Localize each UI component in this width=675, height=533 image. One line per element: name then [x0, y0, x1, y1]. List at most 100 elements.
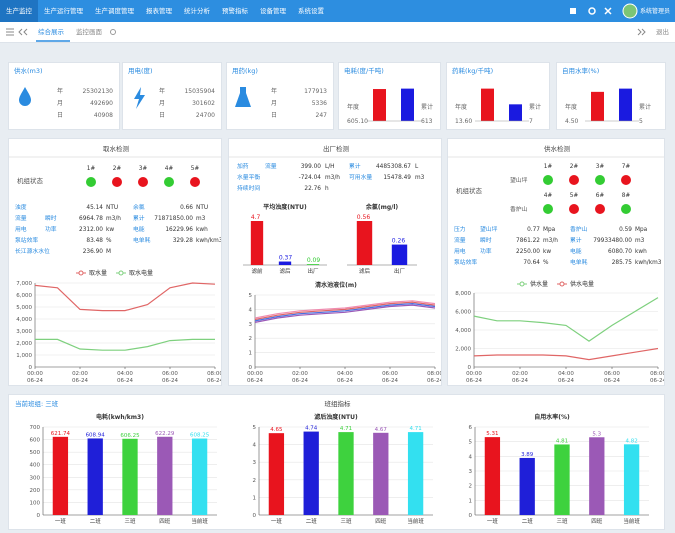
data-label: 0.56	[357, 214, 371, 221]
y-tick-label: 300	[30, 475, 41, 481]
bar	[519, 457, 535, 515]
x-tick-label: 06-24	[558, 378, 574, 384]
data-label: 4.67	[375, 427, 388, 433]
row-label: 年	[159, 87, 165, 95]
ratio-label: 年度	[347, 103, 359, 111]
ratio-label: 累计	[421, 103, 433, 111]
tab[interactable]: 综合展示	[38, 27, 65, 36]
tab[interactable]: 监控画面	[76, 27, 103, 36]
nav-item[interactable]: 预警指标	[222, 7, 248, 15]
field-v: 0.77	[527, 227, 540, 233]
row-label: 月	[271, 100, 277, 107]
field-s: 功率	[480, 247, 492, 255]
field-l2: 电能	[133, 225, 145, 233]
data-label: 4.81	[556, 438, 568, 444]
field-u: M	[106, 249, 111, 255]
field-v2: 15478.49	[383, 175, 411, 181]
line-chart: 01234500:0006-2402:0006-2404:0006-2406:0…	[247, 293, 443, 384]
x-tick-label: 三班	[556, 517, 568, 525]
prev-icon[interactable]	[18, 28, 28, 36]
row-value: 247	[316, 112, 328, 119]
x-tick-label: 二班	[522, 517, 534, 525]
unit-name: 4#	[165, 166, 174, 172]
menu-icon[interactable]	[6, 28, 14, 36]
y-tick-label: 4,000	[16, 317, 32, 323]
y-tick-label: 400	[30, 463, 41, 469]
tab-bar: 综合展示 监控画面 退出	[0, 22, 675, 43]
field-u: L/H	[325, 164, 335, 170]
y-tick-label: 6	[469, 425, 473, 431]
legend-label: 取水量	[89, 269, 107, 277]
settings-icon[interactable]	[588, 7, 596, 15]
field-l2: 电单耗	[133, 236, 151, 244]
x-tick-label: 04:00	[337, 371, 353, 377]
data-label: 4.7	[251, 214, 261, 221]
status-light	[164, 177, 174, 187]
x-tick-label: 06-24	[512, 378, 528, 384]
data-label: 606.25	[120, 433, 140, 439]
row-label: 月	[57, 100, 63, 107]
nav-item[interactable]: 统计分析	[184, 7, 210, 15]
y-tick-label: 3	[249, 322, 253, 328]
flask-icon	[235, 87, 251, 107]
field-u: m3/h	[106, 216, 121, 222]
field-v: 70.64	[523, 260, 540, 266]
summary-card: 供水(m3) 年 25302130 月 492690 日 40908	[8, 62, 120, 130]
tab-close[interactable]	[110, 29, 116, 35]
data-label: 0.37	[279, 255, 293, 262]
nav-item[interactable]: 生产运行管理	[44, 7, 83, 15]
close-icon[interactable]	[604, 7, 612, 15]
group-label: 香炉山	[510, 205, 528, 213]
next-icon[interactable]	[637, 28, 646, 36]
exit[interactable]: 退出	[656, 27, 669, 36]
unit-name: 5#	[570, 193, 579, 199]
avatar[interactable]	[622, 3, 638, 19]
y-tick-label: 4	[253, 443, 257, 449]
x-tick-label: 00:00	[27, 371, 43, 377]
data-label: 608.94	[86, 432, 106, 438]
nav-item[interactable]: 生产调度管理	[95, 7, 134, 15]
x-tick-label: 08:00	[650, 371, 664, 377]
series-line	[473, 347, 659, 361]
nav-tools: 系统管理员	[568, 0, 675, 22]
y-tick-label: 2	[253, 478, 257, 484]
line-chart: 0 1,000 2,000 3,000 4,000 5,000 6,000 7,000 00:0…	[16, 281, 223, 384]
ratio-card: 药耗(kg/千吨) 年度 13.60 累计 7	[446, 62, 550, 130]
field-v2: 71871850.00	[154, 216, 193, 222]
field-v: 6964.78	[79, 216, 103, 222]
field-l2: 累计	[570, 236, 582, 244]
nav-icons: 系统管理员	[570, 3, 670, 19]
nav-item[interactable]: 报表管理	[146, 7, 172, 15]
field-l2: 累计	[133, 214, 145, 222]
y-tick-label: 7,000	[16, 281, 32, 287]
row-value: 177913	[304, 88, 327, 95]
field-l: 持续时间	[237, 184, 260, 192]
bar	[278, 261, 292, 265]
field-l2: 余氯	[133, 203, 145, 211]
data-label: 4.65	[270, 427, 283, 433]
legend-marker	[559, 281, 565, 287]
bar	[306, 264, 320, 265]
user-name[interactable]: 系统管理员	[640, 7, 670, 15]
y-tick-label: 5	[253, 425, 257, 431]
bar	[407, 432, 424, 515]
nav-item[interactable]: 系统设置	[298, 7, 324, 15]
field-u: %	[106, 238, 112, 244]
field-l2: 累计	[349, 162, 361, 170]
x-tick-label: 当前班	[191, 517, 208, 525]
field-s: 瞬时	[480, 236, 492, 244]
nav-item[interactable]: 生产监控	[0, 0, 38, 22]
card-title: 用电(度)	[128, 66, 153, 75]
home-icon[interactable]	[570, 8, 576, 14]
status-light	[86, 177, 96, 187]
y-tick-label: 1,000	[16, 353, 32, 359]
data-label: 0.09	[307, 257, 321, 264]
ratio-value: 5	[639, 118, 643, 125]
field-v2: 16229.96	[165, 227, 193, 233]
summary-card-svg: 用药(kg) 年 177913 月 5336 日 247	[232, 66, 328, 119]
nav-item[interactable]: 设备管理	[260, 7, 286, 15]
unit-name: 1#	[544, 164, 553, 170]
x-tick-label: 02:00	[292, 371, 308, 377]
bar-chart: 余氯(mg/l) 0.56 滤后 0.26 出厂	[347, 203, 417, 275]
